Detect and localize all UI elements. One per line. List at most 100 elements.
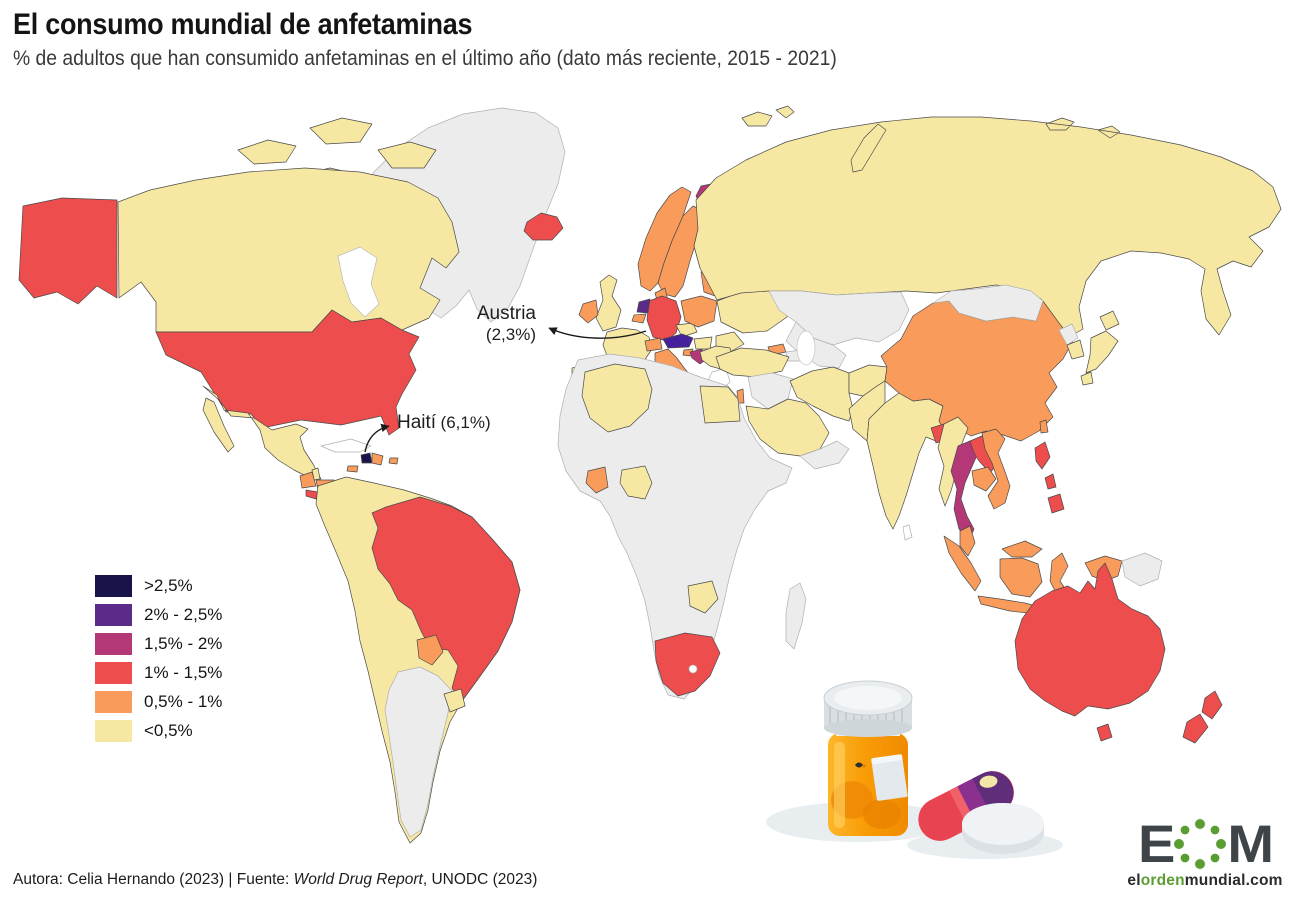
country-puerto-rico — [388, 457, 399, 465]
eom-logo-letters: E M — [1120, 817, 1290, 871]
country-south-korea — [1066, 339, 1085, 360]
legend-item: 1% - 1,5% — [95, 658, 222, 687]
legend-swatch — [95, 603, 132, 626]
legend-label: <0,5% — [144, 720, 193, 740]
country-sri-lanka — [902, 524, 913, 541]
country-zambia — [687, 580, 719, 614]
annotation-austria-label: Austria — [476, 303, 536, 324]
legend-item: 0,5% - 1% — [95, 687, 222, 716]
country-germany — [646, 295, 682, 342]
country-czechia — [675, 322, 698, 338]
country-north-korea — [1058, 323, 1079, 346]
eom-logo: E M elordenmundial.com — [1120, 817, 1290, 890]
legend-label: 0,5% - 1% — [144, 691, 223, 711]
credit-line: Autora: Celia Hernando (2023) | Fuente: … — [13, 871, 537, 889]
country-haiti — [360, 452, 373, 464]
country-turkey — [715, 347, 790, 378]
country-netherlands — [636, 298, 651, 314]
country-philippines — [1034, 441, 1065, 514]
legend: >2,5% 2% - 2,5% 1,5% - 2% 1% - 1,5% 0,5% - 1… — [95, 571, 222, 745]
country-india — [866, 392, 947, 530]
countries-layer — [18, 105, 1282, 844]
country-vietnam — [981, 428, 1011, 510]
legend-item: <0,5% — [95, 716, 222, 745]
caspian-sea — [796, 330, 816, 366]
legend-item: >2,5% — [95, 571, 222, 600]
country-nigeria — [619, 465, 653, 500]
country-thailand — [950, 440, 979, 542]
country-austria — [662, 333, 694, 349]
austria-arrow — [548, 327, 647, 339]
legend-swatch — [95, 690, 132, 713]
country-iceland — [523, 212, 564, 241]
credit-suffix: , UNODC (2023) — [422, 871, 538, 888]
annotation-haiti-label: Haití — [397, 412, 437, 433]
country-algeria — [581, 363, 653, 433]
country-uk — [595, 274, 622, 332]
country-new-zealand — [1182, 690, 1223, 744]
legend-swatch — [95, 632, 132, 655]
country-dominican-republic — [371, 452, 384, 466]
annotation-arrows — [364, 327, 647, 453]
annotation-austria-value: (2,3%) — [485, 325, 536, 345]
logo-site-url: elordenmundial.com — [1120, 872, 1290, 890]
country-poland — [680, 295, 718, 328]
country-belgium — [631, 313, 647, 324]
country-ivory-coast — [585, 466, 609, 494]
country-argentina — [384, 666, 453, 838]
country-canada — [117, 167, 460, 333]
annotation-haiti-value: (6,1%) — [440, 413, 491, 432]
country-saudi-arabia — [745, 398, 830, 457]
legend-swatch — [95, 574, 132, 597]
legend-label: 1% - 1,5% — [144, 662, 223, 682]
country-hungary — [693, 336, 713, 350]
region-svalbard — [741, 105, 795, 127]
country-myanmar — [937, 416, 969, 507]
country-switzerland — [644, 337, 663, 352]
country-japan — [1080, 310, 1120, 386]
legend-label: 1,5% - 2% — [144, 633, 223, 653]
legend-swatch — [95, 661, 132, 684]
country-jamaica — [346, 465, 359, 473]
country-el-salvador — [305, 489, 319, 500]
country-south-africa — [654, 632, 721, 697]
logo-letter-e: E — [1137, 813, 1175, 874]
credit-source: World Drug Report — [293, 871, 423, 888]
country-alaska — [18, 197, 118, 305]
logo-site-el: el — [1127, 872, 1141, 889]
country-mongolia — [932, 284, 1044, 322]
logo-site-orden: orden — [1140, 872, 1185, 889]
lesotho-gap — [688, 664, 698, 674]
country-madagascar — [785, 582, 807, 650]
annotation-haiti: Haití (6,1%) — [397, 412, 491, 434]
country-cambodia — [971, 466, 997, 492]
country-malaysia — [959, 525, 1043, 558]
page-subtitle: % de adultos que han consumido anfetamin… — [13, 47, 837, 70]
pill-bottle-illustration — [766, 680, 1063, 859]
country-australia — [1014, 562, 1166, 742]
country-guatemala — [299, 471, 317, 489]
country-egypt — [699, 385, 741, 424]
region-yemen-oman — [799, 440, 850, 470]
annotation-austria: Austria (2,3%) — [444, 303, 536, 345]
country-taiwan — [1039, 419, 1049, 434]
country-paraguay — [416, 634, 444, 666]
logo-site-rest: mundial.com — [1184, 872, 1283, 889]
page-title: El consumo mundial de anfetaminas — [13, 8, 473, 41]
country-uruguay — [443, 688, 466, 713]
logo-dotted-o-icon — [1174, 819, 1227, 869]
logo-letter-m: M — [1227, 813, 1274, 874]
country-ireland — [578, 299, 599, 324]
hudson-bay — [337, 246, 380, 318]
haiti-arrow — [364, 423, 390, 453]
country-russia — [693, 116, 1282, 338]
legend-swatch — [95, 719, 132, 742]
country-papua-new-guinea — [1121, 552, 1163, 587]
country-brazil — [371, 496, 521, 702]
country-cuba — [320, 438, 372, 453]
credit-prefix: Autora: Celia Hernando (2023) | Fuente: — [13, 871, 294, 888]
legend-label: >2,5% — [144, 575, 193, 595]
legend-item: 2% - 2,5% — [95, 600, 222, 629]
